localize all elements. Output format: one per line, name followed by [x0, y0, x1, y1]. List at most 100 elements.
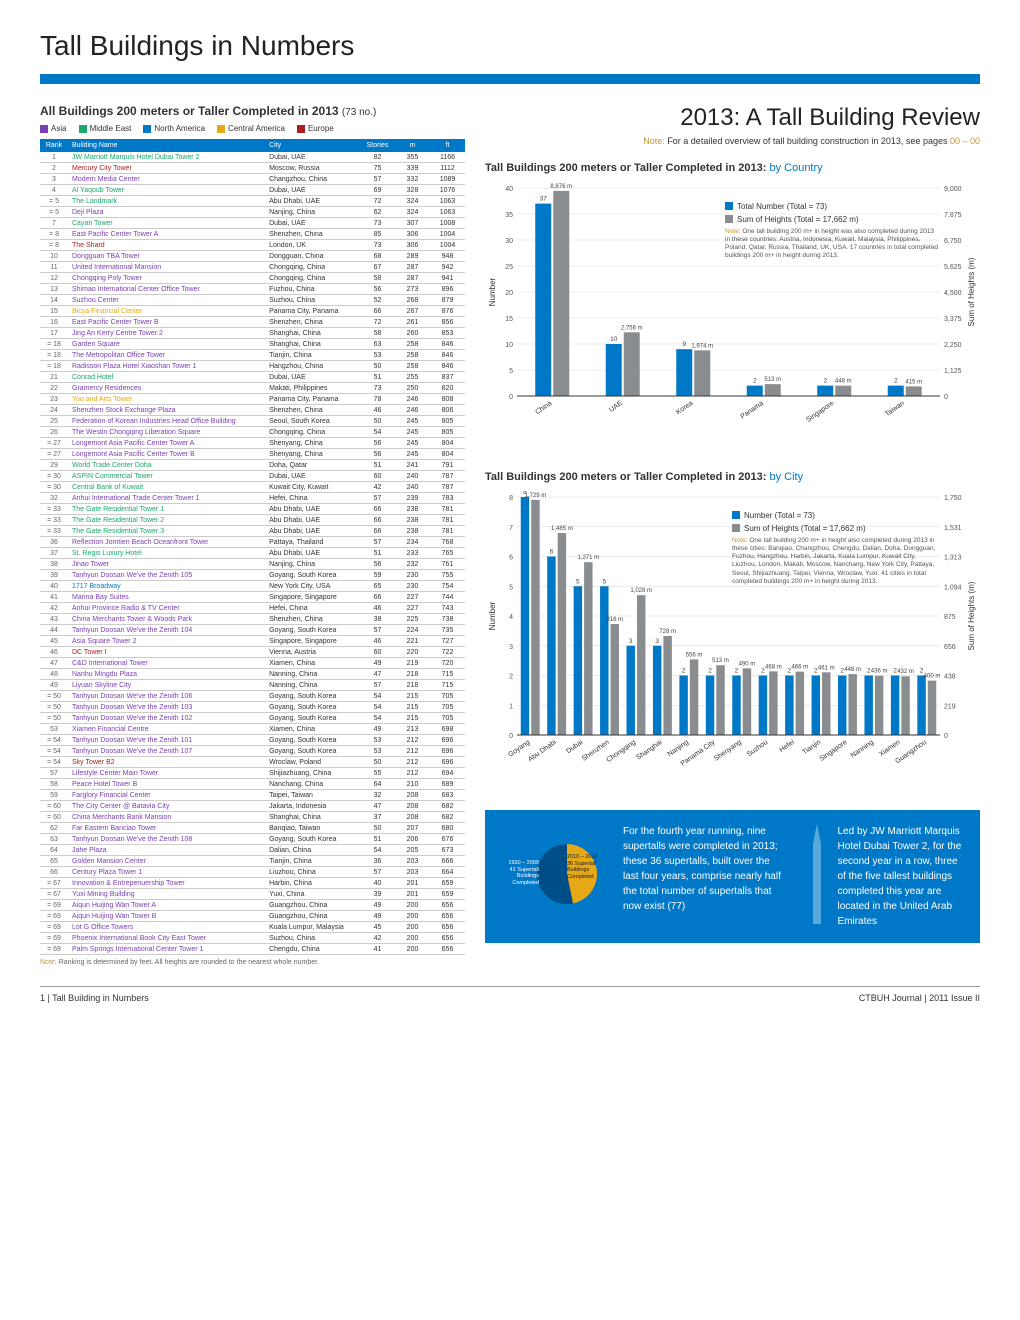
- svg-text:2: 2: [753, 378, 757, 385]
- svg-text:0: 0: [944, 394, 948, 401]
- svg-text:15: 15: [505, 316, 513, 323]
- svg-text:728 m: 728 m: [659, 629, 676, 635]
- svg-text:400 m: 400 m: [924, 674, 941, 680]
- building-icon: [806, 824, 828, 924]
- svg-text:Panama: Panama: [740, 400, 765, 421]
- svg-text:China: China: [534, 400, 553, 416]
- svg-text:1: 1: [509, 703, 513, 710]
- svg-text:Hefei: Hefei: [778, 739, 796, 754]
- svg-text:6: 6: [550, 549, 554, 556]
- svg-text:7: 7: [509, 525, 513, 532]
- svg-text:Number (Total = 73): Number (Total = 73): [744, 511, 815, 520]
- svg-text:5: 5: [576, 578, 580, 585]
- svg-text:40: 40: [505, 186, 513, 193]
- svg-text:2,250: 2,250: [944, 342, 962, 349]
- buildings-table: RankBuilding NameCityStoriesmft 1JW Marr…: [40, 139, 465, 955]
- svg-text:2,756 m: 2,756 m: [621, 325, 643, 331]
- svg-text:Shanghai: Shanghai: [635, 739, 664, 762]
- svg-text:4: 4: [509, 614, 513, 621]
- note-label: Note:: [40, 959, 57, 966]
- svg-text:0: 0: [944, 733, 948, 740]
- svg-text:448 m: 448 m: [844, 667, 861, 673]
- svg-text:Nanning: Nanning: [850, 739, 875, 760]
- svg-text:2: 2: [823, 378, 827, 385]
- review-note-label: Note:: [643, 136, 665, 146]
- svg-text:10: 10: [610, 336, 618, 343]
- svg-text:Chongqing: Chongqing: [605, 739, 637, 764]
- table-note: Note: Ranking is determined by feet. All…: [40, 959, 465, 966]
- svg-text:20: 20: [505, 290, 513, 297]
- review-title: 2013: A Tall Building Review: [485, 104, 980, 132]
- svg-text:Taiwan: Taiwan: [884, 400, 906, 418]
- svg-text:1,974 m: 1,974 m: [691, 343, 713, 349]
- svg-text:5,625: 5,625: [944, 264, 962, 271]
- review-note: Note: For a detailed overview of tall bu…: [485, 136, 980, 146]
- svg-text:7,875: 7,875: [944, 212, 962, 219]
- svg-text:Shenyang: Shenyang: [713, 739, 743, 763]
- svg-text:436 m: 436 m: [871, 669, 888, 675]
- svg-text:513 m: 513 m: [764, 377, 781, 383]
- svg-text:Dubai: Dubai: [565, 739, 584, 755]
- svg-text:9: 9: [682, 341, 686, 348]
- footer-right: CTBUH Journal | 2011 Issue II: [859, 993, 980, 1003]
- svg-text:816 m: 816 m: [606, 617, 623, 623]
- svg-text:0: 0: [509, 394, 513, 401]
- svg-text:556 m: 556 m: [686, 652, 703, 658]
- svg-text:1,271 m: 1,271 m: [577, 555, 599, 561]
- svg-text:3: 3: [655, 638, 659, 645]
- svg-text:432 m: 432 m: [897, 669, 914, 675]
- svg-text:Singapore: Singapore: [805, 400, 835, 424]
- svg-text:5: 5: [602, 578, 606, 585]
- svg-text:2: 2: [509, 674, 513, 681]
- svg-text:UAE: UAE: [608, 400, 624, 414]
- review-note-text: For a detailed overview of tall building…: [665, 136, 950, 146]
- svg-text:Singapore: Singapore: [818, 739, 848, 763]
- svg-text:468 m: 468 m: [765, 664, 782, 670]
- review-note-pages: 00 – 00: [950, 136, 980, 146]
- country-chart-title-text: Tall Buildings 200 meters or Taller Comp…: [485, 162, 766, 174]
- city-chart-title-text: Tall Buildings 200 meters or Taller Comp…: [485, 471, 766, 483]
- info-text-1: For the fourth year running, nine supert…: [623, 824, 784, 929]
- svg-text:2: 2: [682, 668, 686, 675]
- footer: 1 | Tall Building in Numbers CTBUH Journ…: [40, 986, 980, 1003]
- svg-text:4,500: 4,500: [944, 290, 962, 297]
- svg-text:466 m: 466 m: [791, 665, 808, 671]
- svg-text:Nanjing: Nanjing: [667, 739, 691, 758]
- svg-text:10: 10: [505, 342, 513, 349]
- country-chart-title: Tall Buildings 200 meters or Taller Comp…: [485, 162, 980, 174]
- table-title: All Buildings 200 meters or Taller Compl…: [40, 104, 465, 118]
- city-chart-title-by: by City: [766, 471, 803, 483]
- city-chart: 00121924383656487551,09461,31371,53181,7…: [485, 491, 980, 786]
- region-legend: AsiaMiddle EastNorth AmericaCentral Amer…: [40, 124, 465, 133]
- svg-text:Number: Number: [488, 277, 497, 306]
- note-text: Ranking is determined by feet. All heigh…: [59, 959, 319, 966]
- footer-left: 1 | Tall Building in Numbers: [40, 993, 149, 1003]
- svg-text:Sum of Heights (m): Sum of Heights (m): [967, 257, 976, 326]
- svg-text:6: 6: [509, 555, 513, 562]
- svg-text:438: 438: [944, 674, 956, 681]
- country-chart-title-by: by Country: [766, 162, 822, 174]
- svg-text:Goyang: Goyang: [507, 739, 531, 759]
- svg-text:3: 3: [509, 644, 513, 651]
- svg-text:6,750: 6,750: [944, 238, 962, 245]
- svg-text:8,876 m: 8,876 m: [550, 184, 572, 190]
- city-chart-title: Tall Buildings 200 meters or Taller Comp…: [485, 471, 980, 483]
- svg-text:Korea: Korea: [675, 400, 694, 417]
- info-panel: 1930 – 200941 Supertall Buildings Comple…: [485, 810, 980, 943]
- svg-text:1,313: 1,313: [944, 555, 962, 562]
- svg-text:3: 3: [629, 638, 633, 645]
- svg-text:35: 35: [505, 212, 513, 219]
- table-title-count: (73 no.): [342, 107, 376, 118]
- svg-text:3,375: 3,375: [944, 316, 962, 323]
- svg-text:2: 2: [708, 668, 712, 675]
- svg-text:1,028 m: 1,028 m: [630, 588, 652, 594]
- svg-text:25: 25: [505, 264, 513, 271]
- svg-text:2: 2: [735, 668, 739, 675]
- svg-text:30: 30: [505, 238, 513, 245]
- svg-text:Number: Number: [488, 601, 497, 630]
- svg-text:461 m: 461 m: [818, 665, 835, 671]
- svg-text:5: 5: [509, 368, 513, 375]
- svg-text:Tianjin: Tianjin: [801, 739, 822, 756]
- svg-text:656: 656: [944, 644, 956, 651]
- country-chart: 0051,125102,250153,375204,500255,625306,…: [485, 182, 980, 447]
